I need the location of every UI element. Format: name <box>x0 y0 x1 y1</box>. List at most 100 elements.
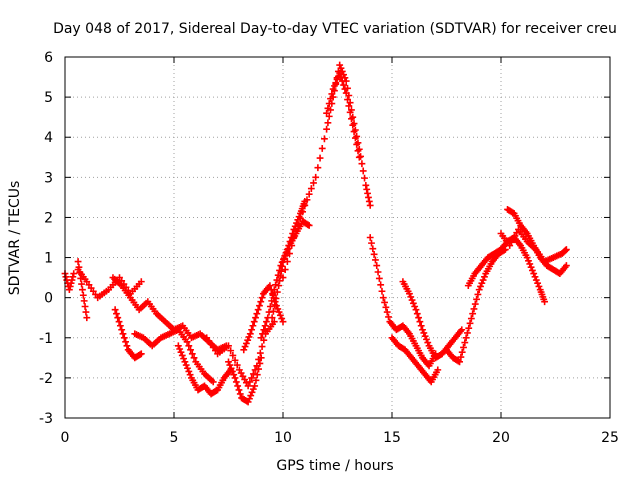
data-point <box>258 294 266 302</box>
x-tick-labels: 0 5 10 15 20 25 <box>61 430 619 446</box>
data-point <box>407 293 415 301</box>
data-point <box>235 386 243 394</box>
data-point <box>236 390 244 398</box>
data-point <box>477 283 484 290</box>
data-point <box>329 85 337 93</box>
data-point <box>178 352 186 359</box>
data-point <box>458 326 466 334</box>
data-point <box>374 268 382 276</box>
data-point <box>474 291 482 298</box>
data-point <box>187 346 194 354</box>
data-point <box>466 319 474 327</box>
y-tick-label: -3 <box>39 411 53 427</box>
data-point <box>341 85 349 93</box>
data-point <box>226 361 234 369</box>
x-tick-label: 0 <box>61 430 70 446</box>
data-point <box>67 279 75 287</box>
data-point <box>417 322 425 330</box>
data-point <box>234 382 242 390</box>
data-point <box>283 258 291 265</box>
data-point <box>274 305 282 313</box>
series-track-1 <box>61 270 78 294</box>
series-track-16 <box>388 334 442 386</box>
data-point <box>279 274 287 282</box>
x-tick-label: 25 <box>601 430 619 446</box>
y-tick-label: -2 <box>39 371 53 387</box>
y-tick-label: 3 <box>44 170 53 186</box>
data-point <box>305 190 313 198</box>
data-point <box>528 266 536 274</box>
data-point <box>246 330 254 338</box>
data-point <box>532 276 540 284</box>
data-point <box>475 286 483 294</box>
data-point <box>268 297 276 305</box>
data-point <box>314 164 322 172</box>
data-point <box>122 338 130 346</box>
data-point <box>369 245 377 253</box>
y-tick-label: 4 <box>44 130 53 146</box>
data-point <box>344 96 351 103</box>
data-point <box>244 336 252 344</box>
data-point <box>229 368 236 375</box>
series-track-10 <box>240 282 287 354</box>
data-point <box>378 287 386 295</box>
data-point <box>227 347 235 355</box>
data-point <box>174 342 182 350</box>
data-point <box>80 297 88 305</box>
data-point <box>113 310 120 318</box>
y-axis-label: SDTVAR / TECUs <box>7 181 23 296</box>
x-tick-label: 10 <box>274 430 292 446</box>
data-point <box>260 326 268 334</box>
data-point <box>123 342 131 350</box>
data-point <box>190 354 198 362</box>
data-point <box>256 302 263 310</box>
data-point <box>120 334 128 342</box>
data-point <box>79 286 86 294</box>
data-point <box>350 128 358 136</box>
data-point <box>240 346 248 354</box>
data-point <box>531 273 539 281</box>
data-point <box>79 291 87 299</box>
data-point <box>412 306 420 314</box>
series-track-21 <box>497 226 570 265</box>
data-point <box>354 147 362 155</box>
data-point <box>366 202 374 209</box>
data-point <box>460 344 467 351</box>
data-point <box>297 214 304 222</box>
data-point <box>275 282 283 290</box>
data-point <box>342 89 350 97</box>
data-point <box>353 141 361 148</box>
data-point <box>225 342 232 350</box>
data-point <box>523 254 531 261</box>
data-point <box>348 115 355 123</box>
data-point <box>471 300 479 308</box>
data-point <box>62 273 70 281</box>
data-point <box>336 61 344 69</box>
data-point <box>249 370 257 378</box>
data-point <box>270 307 277 315</box>
series-track-15 <box>366 234 439 370</box>
data-point <box>377 281 385 289</box>
data-point <box>379 294 387 302</box>
data-point <box>408 296 416 304</box>
data-point <box>119 330 127 338</box>
data-point <box>325 100 333 107</box>
data-point <box>424 339 432 346</box>
data-point <box>345 102 353 110</box>
data-point <box>268 314 276 322</box>
data-point <box>253 371 261 379</box>
data-point <box>176 345 184 353</box>
data-point <box>257 334 265 342</box>
data-point <box>464 329 471 337</box>
data-point <box>323 125 330 133</box>
data-point <box>69 273 77 281</box>
data-point <box>281 266 289 273</box>
data-point <box>227 364 235 372</box>
data-point <box>249 322 257 330</box>
data-point <box>355 153 363 161</box>
data-point <box>301 202 309 209</box>
data-point <box>114 314 122 322</box>
data-point <box>271 301 279 309</box>
data-point <box>303 196 311 204</box>
x-axis-label: GPS time / hours <box>276 458 393 474</box>
